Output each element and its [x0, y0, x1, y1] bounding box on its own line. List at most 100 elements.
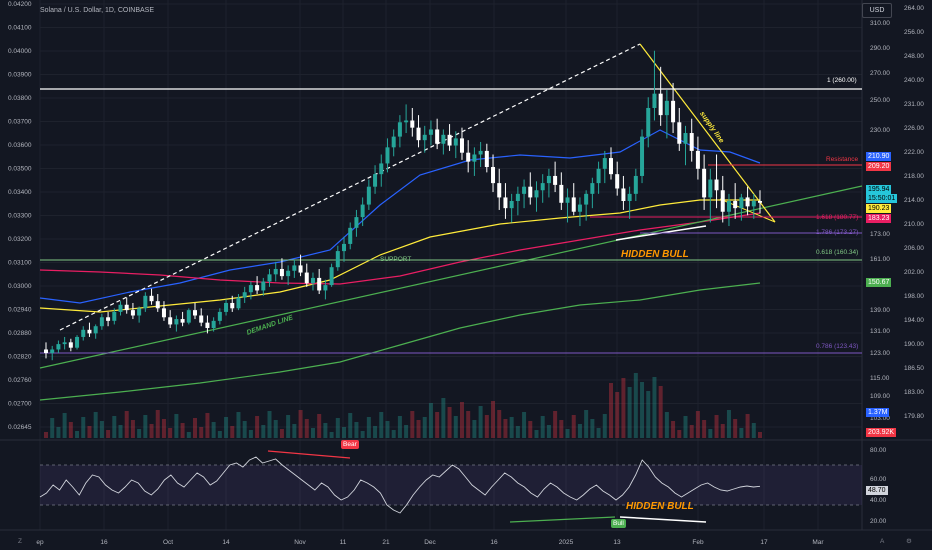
volume-bar [484, 415, 489, 438]
volume-bar [199, 427, 204, 438]
candle-body [702, 168, 707, 198]
right-axis-outer-label: 218.00 [904, 173, 924, 180]
volume-bar [546, 425, 551, 438]
candle-body [391, 136, 396, 148]
candle-body [137, 308, 142, 316]
left-axis-label: 0.03300 [8, 213, 32, 220]
resistance-label: Resistance [826, 156, 859, 163]
candle-body [168, 317, 173, 325]
right-axis-outer-label: 226.00 [904, 125, 924, 132]
candle-body [161, 308, 166, 318]
candle-body [255, 285, 260, 291]
candle-body [230, 302, 235, 309]
right-axis-label: 139.00 [870, 307, 890, 314]
volume-bar [348, 413, 353, 438]
volume-bar [261, 425, 266, 438]
right-axis-outer-label: 264.00 [904, 5, 924, 12]
candle-body [484, 150, 489, 168]
right-axis-outer-label: 231.00 [904, 101, 924, 108]
candle-body [186, 310, 191, 323]
time-axis-label: Oct [163, 539, 173, 546]
volume-bar [633, 373, 638, 438]
volume-bar [118, 425, 123, 438]
volume-bar [112, 416, 117, 438]
volume-bar [236, 412, 241, 438]
volume-bar [422, 417, 427, 438]
candle-body [596, 168, 601, 184]
candle-body [590, 183, 595, 194]
candle-body [546, 175, 551, 184]
left-axis-label: 0.02645 [8, 424, 32, 431]
candle-body [99, 317, 104, 327]
rsi-axis-label: 60.00 [870, 476, 887, 483]
candle-body [87, 329, 92, 334]
currency-button[interactable]: USD [862, 3, 892, 18]
candle-body [335, 251, 340, 268]
candle-body [515, 193, 520, 201]
volume-bar [373, 426, 378, 438]
tag-current-price: 195.94 [866, 185, 892, 194]
rsi-axis-label: 20.00 [870, 518, 887, 525]
candle-body [323, 285, 328, 291]
volume-bar [702, 420, 707, 438]
candle-body [174, 319, 179, 325]
volume-bar [168, 428, 173, 438]
candle-body [106, 317, 111, 321]
tag-rsi: 48.70 [866, 486, 888, 495]
candle-body [615, 174, 620, 189]
ema-yellow-line [39, 199, 760, 313]
right-axis-label: 250.00 [870, 97, 890, 104]
right-axis-label: 115.00 [870, 375, 890, 382]
volume-bar [590, 419, 595, 438]
volume-bar [217, 431, 222, 438]
volume-bar [267, 411, 272, 438]
settings-icon[interactable]: ⚙ [906, 538, 912, 545]
candle-body [459, 138, 464, 153]
rsi-axis-label: 40.00 [870, 497, 887, 504]
candle-body [528, 186, 533, 198]
left-axis-label: 0.03600 [8, 142, 32, 149]
tag-volume-red: 203.92K [866, 428, 897, 437]
left-axis-label: 0.04200 [8, 1, 32, 8]
volume-bar [149, 424, 154, 438]
time-axis-label: 16 [490, 539, 498, 546]
volume-bar [491, 401, 496, 438]
time-axis-label: ep [36, 539, 44, 546]
dashed-trend-line [59, 43, 641, 331]
volume-bar [652, 377, 657, 438]
volume-bar [758, 432, 762, 438]
volume-bar [602, 414, 607, 438]
right-axis-outer-label: 240.00 [904, 77, 924, 84]
left-axis-label: 0.03900 [8, 72, 32, 79]
candle-body [584, 193, 589, 205]
left-axis-label: 0.04000 [8, 48, 32, 55]
auto-scale-button[interactable]: A [880, 538, 885, 545]
volume-bar [68, 422, 73, 438]
volume-bar [522, 412, 527, 438]
candle-body [155, 301, 160, 309]
volume-bar [81, 417, 86, 438]
candle-body [522, 186, 527, 194]
candle-body [180, 319, 185, 323]
volume-bar [596, 428, 601, 438]
volume-bar [404, 425, 409, 438]
candle-body [385, 147, 390, 164]
hidden-bull-label: HIDDEN BULL [621, 249, 689, 260]
volume-bar [211, 422, 216, 438]
right-axis-outer-label: 210.00 [904, 221, 924, 228]
volume-bar [428, 403, 433, 438]
bear-divergence-line [267, 450, 351, 459]
volume-bar [503, 419, 508, 438]
candle-body [565, 197, 570, 203]
volume-bar [441, 398, 446, 438]
candle-body [236, 297, 241, 309]
volume-bar [459, 402, 464, 438]
ema-green-line [39, 282, 761, 401]
volume-bar [397, 416, 402, 438]
volume-bar [410, 411, 415, 438]
candle-body [726, 201, 731, 212]
zoom-button[interactable]: Z [18, 538, 22, 545]
candle-body [633, 175, 638, 194]
right-axis-outer-label: 190.00 [904, 341, 924, 348]
